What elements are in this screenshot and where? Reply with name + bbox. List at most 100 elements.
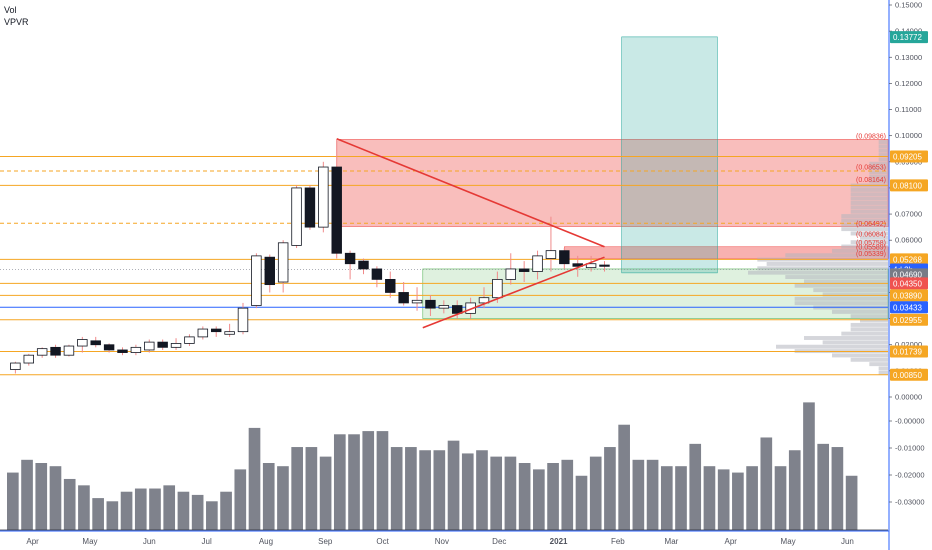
volume-bar (646, 459, 659, 530)
vpvr-row (850, 196, 888, 201)
volume-bar (78, 485, 90, 530)
price-badge-label: 0.03433 (893, 303, 922, 312)
candle (398, 282, 409, 306)
candle-body (478, 297, 490, 304)
price-badge (890, 179, 928, 192)
fib-label: (0.08164) (856, 177, 886, 184)
candle (184, 334, 195, 347)
price-tick-label: 0.02000 (895, 340, 922, 349)
price-tick-label: 0.15000 (895, 1, 922, 10)
candle (492, 271, 503, 303)
candle (63, 344, 75, 357)
vpvr-row (860, 235, 888, 240)
volume-bar (92, 498, 104, 530)
candle (318, 161, 329, 233)
price-badge-label: 0.08100 (893, 181, 922, 190)
candle-body (36, 348, 48, 356)
volume-layer (0, 402, 888, 531)
volume-bar (7, 472, 19, 530)
volume-bar (746, 466, 758, 530)
vpvr-row (785, 275, 888, 279)
candle (385, 271, 396, 298)
vpvr-row (776, 344, 888, 349)
candle-body (144, 341, 155, 351)
vpvr-row (869, 166, 888, 171)
vpvr-row (850, 327, 888, 332)
price-badge-label: 0.00850 (893, 371, 922, 380)
candle (344, 250, 356, 280)
candle-body (385, 278, 396, 293)
vpvr-row (766, 261, 888, 266)
legend-vpvr[interactable]: VPVR (4, 17, 29, 27)
candle-body (559, 250, 570, 265)
candle-body (251, 255, 262, 306)
vpvr-row (869, 362, 888, 367)
volume-bar (760, 437, 773, 530)
vpvr-row (878, 157, 888, 162)
volume-bar (660, 466, 673, 530)
volume-bar (788, 450, 801, 530)
time-tick-label: Nov (435, 537, 449, 546)
candle-body (518, 268, 530, 272)
resistance-zone (336, 139, 889, 227)
trendlines-layer (336, 138, 605, 329)
vpvr-row (878, 144, 888, 149)
candle-body (398, 292, 409, 304)
candle (170, 338, 182, 350)
volume-bar (305, 447, 318, 530)
volume-bar (262, 463, 275, 530)
legend-vol[interactable]: Vol (4, 5, 17, 15)
candle-body (371, 268, 383, 280)
candle (559, 248, 570, 269)
candle (585, 255, 597, 272)
price-tick-label: 0.00000 (895, 393, 922, 402)
volume-bar (234, 469, 247, 530)
vpvr-row (794, 296, 888, 301)
time-tick-label: Jun (143, 537, 156, 546)
candle-body (197, 328, 209, 338)
candles-layer (10, 140, 610, 374)
volume-bar (333, 434, 346, 530)
candle (224, 323, 235, 337)
volume-bar (533, 469, 545, 530)
vpvr-row (841, 218, 888, 223)
vpvr-row (850, 357, 888, 362)
vpvr-row (869, 174, 888, 179)
candle (277, 240, 289, 293)
vpvr-row (850, 231, 888, 236)
vpvr-row (757, 266, 888, 271)
candle (532, 250, 543, 280)
volume-bar (163, 485, 176, 530)
vpvr-row (822, 292, 888, 297)
volume-bar (618, 424, 630, 530)
price-badge (890, 150, 928, 163)
candle (23, 353, 34, 366)
candle (438, 300, 450, 314)
candle (10, 361, 21, 374)
volume-bar (49, 466, 62, 530)
volume-bar (149, 488, 161, 530)
price-badge (890, 301, 928, 314)
candle (130, 344, 142, 356)
vpvr-row (878, 370, 888, 375)
vpvr-row (832, 309, 888, 314)
price-badge (890, 368, 928, 381)
candle-body (585, 263, 597, 269)
vpvr-row (832, 248, 888, 253)
vpvr-row (804, 336, 888, 340)
candle (117, 347, 128, 356)
candle-body (264, 256, 275, 286)
time-tick-label: Feb (611, 537, 625, 546)
target-zone (621, 36, 718, 274)
volume-bar (604, 447, 616, 530)
trendline-resistance (336, 138, 605, 248)
volume-bar (461, 453, 474, 530)
candle (599, 261, 610, 272)
vpvr-row (822, 340, 888, 345)
candle-body (304, 187, 316, 228)
volume-bar (803, 402, 815, 530)
vpvr-row (841, 331, 888, 336)
candle-body (237, 307, 249, 333)
